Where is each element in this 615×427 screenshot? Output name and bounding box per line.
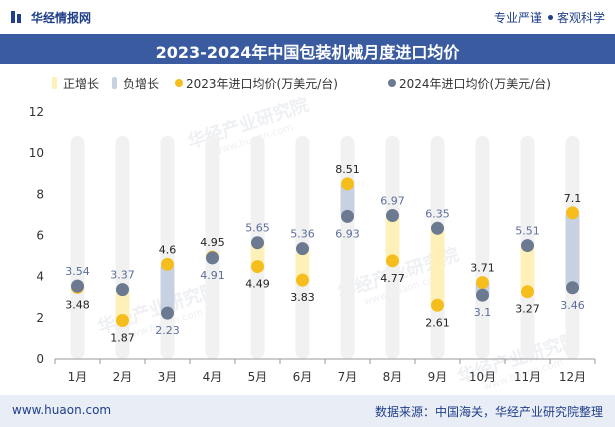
data-label-2023: 3.83 bbox=[290, 291, 315, 304]
point-2024 bbox=[206, 251, 219, 265]
legend-label: 正增长 bbox=[63, 77, 99, 91]
data-label-2023: 4.95 bbox=[200, 236, 225, 249]
data-label-2024: 6.97 bbox=[380, 195, 405, 208]
point-2024 bbox=[431, 221, 444, 235]
data-label-2023: 3.27 bbox=[515, 303, 540, 316]
data-label-2023: 7.1 bbox=[564, 192, 582, 205]
point-2024 bbox=[116, 283, 129, 297]
footer-bar: www.huaon.com 数据来源：中国海关，华经产业研究院整理 bbox=[0, 395, 615, 427]
change-bar bbox=[520, 245, 535, 292]
data-label-2023: 2.61 bbox=[425, 316, 450, 329]
y-tick-label: 10 bbox=[29, 146, 44, 160]
top-bar: 华经情报网 专业严谨 客观科学 bbox=[0, 0, 615, 34]
data-label-2023: 3.48 bbox=[65, 298, 90, 311]
legend-label: 负增长 bbox=[123, 77, 159, 91]
change-bar bbox=[250, 242, 265, 267]
x-tick-label: 7月 bbox=[338, 370, 358, 384]
x-tick-label: 2月 bbox=[113, 370, 133, 384]
data-label-2024: 5.36 bbox=[290, 228, 315, 241]
y-tick-label: 6 bbox=[36, 229, 44, 243]
legend-marker-2024 bbox=[388, 79, 396, 87]
point-2023 bbox=[341, 177, 354, 191]
y-tick-label: 4 bbox=[36, 270, 44, 284]
point-2023 bbox=[476, 276, 489, 290]
x-tick-label: 11月 bbox=[514, 370, 541, 384]
data-label-2024: 5.51 bbox=[515, 225, 540, 238]
point-2023 bbox=[296, 273, 309, 287]
data-label-2023: 4.77 bbox=[380, 272, 405, 285]
data-label-2024: 3.37 bbox=[110, 269, 135, 282]
column-background bbox=[70, 136, 85, 359]
x-tick-label: 10月 bbox=[469, 370, 496, 384]
x-tick-label: 8月 bbox=[383, 370, 403, 384]
column-background bbox=[205, 136, 220, 359]
x-tick-label: 1月 bbox=[68, 370, 88, 384]
point-2023 bbox=[386, 254, 399, 268]
y-tick-label: 8 bbox=[36, 187, 44, 201]
data-label-2023: 4.49 bbox=[245, 278, 270, 291]
legend-swatch-increase bbox=[52, 77, 57, 89]
data-label-2024: 2.23 bbox=[155, 324, 180, 337]
change-bar bbox=[160, 264, 175, 314]
tagline-dot-icon bbox=[547, 15, 553, 20]
x-tick-label: 6月 bbox=[293, 370, 313, 384]
x-tick-label: 3月 bbox=[158, 370, 178, 384]
point-2024 bbox=[296, 242, 309, 256]
tagline: 专业严谨 客观科学 bbox=[494, 9, 605, 26]
footer-site: www.huaon.com bbox=[12, 403, 112, 417]
logo-icon bbox=[11, 11, 21, 23]
data-label-2024: 6.93 bbox=[335, 227, 360, 240]
point-2024 bbox=[521, 239, 534, 253]
change-bar bbox=[295, 248, 310, 281]
point-2023 bbox=[521, 285, 534, 299]
point-2024 bbox=[161, 306, 174, 320]
tagline-right: 客观科学 bbox=[556, 11, 605, 25]
change-bar bbox=[430, 228, 445, 306]
y-tick-label: 0 bbox=[36, 352, 44, 366]
tagline-left: 专业严谨 bbox=[493, 11, 542, 25]
change-bar bbox=[340, 183, 355, 217]
change-bar bbox=[565, 212, 580, 288]
x-tick-label: 4月 bbox=[203, 370, 223, 384]
legend-swatch-decrease bbox=[112, 77, 117, 89]
change-bar bbox=[385, 215, 400, 261]
data-label-2023: 8.51 bbox=[335, 163, 360, 176]
point-2024 bbox=[476, 288, 489, 302]
point-2024 bbox=[566, 281, 579, 295]
data-label-2023: 3.71 bbox=[470, 262, 495, 275]
title-bar: 2023-2024年中国包装机械月度进口均价 bbox=[0, 34, 615, 64]
legend-marker-2023 bbox=[175, 79, 183, 87]
x-tick-label: 9月 bbox=[428, 370, 448, 384]
legend-label: 2024年进口均价(万美元/台) bbox=[399, 76, 551, 91]
data-label-2024: 3.46 bbox=[560, 299, 585, 312]
data-label-2023: 1.87 bbox=[110, 332, 135, 345]
point-2024 bbox=[251, 236, 264, 250]
data-label-2024: 3.54 bbox=[65, 265, 90, 278]
point-2023 bbox=[161, 257, 174, 271]
point-2023 bbox=[251, 260, 264, 274]
legend-label: 2023年进口均价(万美元/台) bbox=[186, 76, 338, 91]
change-bar bbox=[115, 289, 130, 321]
data-label-2024: 3.1 bbox=[474, 306, 492, 319]
data-label-2024: 6.35 bbox=[425, 207, 450, 220]
point-2023 bbox=[431, 298, 444, 312]
point-2024 bbox=[341, 209, 354, 223]
data-label-2023: 4.6 bbox=[159, 243, 177, 256]
point-2023 bbox=[566, 206, 579, 220]
chart: 华经产业研究院www.huaon.com华经产业研究院www.huaon.com… bbox=[29, 76, 596, 393]
x-tick-label: 12月 bbox=[559, 370, 586, 384]
data-label-2024: 4.91 bbox=[200, 269, 225, 282]
footer-source: 数据来源：中国海关，华经产业研究院整理 bbox=[374, 405, 603, 419]
brand-name: 华经情报网 bbox=[31, 11, 92, 25]
point-2024 bbox=[386, 209, 399, 223]
y-tick-label: 12 bbox=[29, 105, 44, 119]
point-2024 bbox=[71, 279, 84, 293]
point-2023 bbox=[116, 314, 129, 328]
y-tick-label: 2 bbox=[36, 311, 44, 325]
x-tick-label: 5月 bbox=[248, 370, 268, 384]
data-label-2024: 5.65 bbox=[245, 222, 270, 235]
column-background bbox=[475, 136, 490, 359]
chart-title: 2023-2024年中国包装机械月度进口均价 bbox=[155, 43, 460, 62]
